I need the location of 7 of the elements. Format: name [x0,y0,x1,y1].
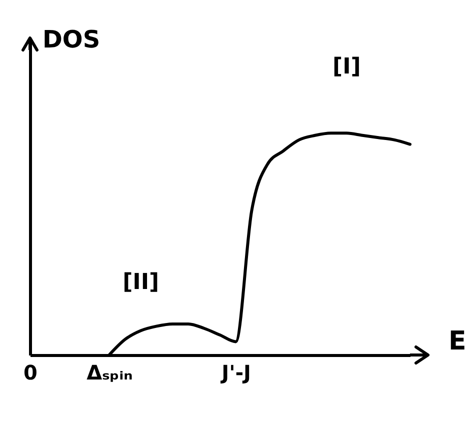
y-axis-title: DOS [42,26,100,54]
text: [I] [332,54,361,80]
x-axis-title: E [448,326,466,356]
x-tick-label: Δₛₚᵢₙ [86,360,133,384]
annotation: [II] [122,270,160,295]
x-tick-label: 0 [24,360,38,384]
x-tick-label: J'-J [220,360,251,384]
